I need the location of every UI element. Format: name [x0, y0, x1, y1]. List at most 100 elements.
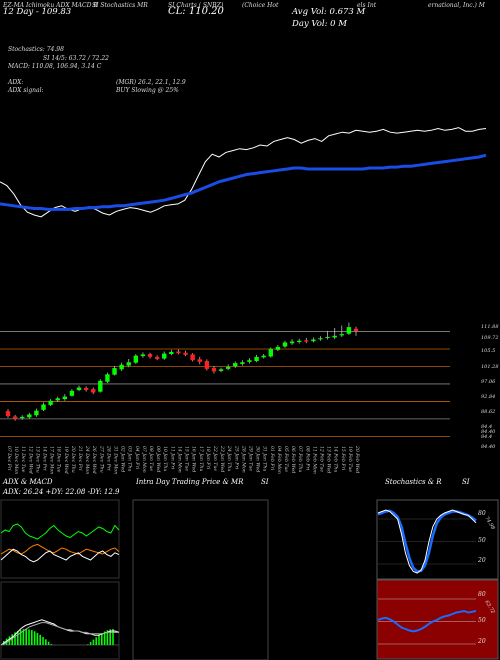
candle-body: [183, 352, 188, 355]
rsi-level-50: 50: [478, 617, 486, 624]
price-overview-chart: [0, 127, 487, 218]
macd-histogram-bar: [112, 629, 114, 645]
price-label: 101.28: [481, 364, 499, 370]
price-label: 84.4: [481, 424, 492, 430]
date-label: 21 Dec Fri: [77, 445, 83, 471]
date-label: 08 Feb Fri: [304, 446, 310, 471]
stoch-panel-title-2: SI: [462, 478, 470, 486]
candle-body: [48, 400, 53, 405]
candle-body: [41, 404, 46, 410]
date-label: 11 Feb Mon: [311, 446, 317, 474]
rsi-readout: SI 14/5: 63.72 / 72.22: [43, 55, 109, 62]
price-label: 84.40: [481, 444, 496, 450]
date-label: 05 Feb Tue: [283, 446, 289, 472]
macd-histogram-bar: [47, 641, 50, 645]
rsi-level-20: 20: [478, 638, 486, 645]
candle-body: [339, 334, 344, 336]
macd-histogram-bar: [31, 630, 33, 645]
candle-body: [27, 414, 32, 418]
date-label: 20 Dec Thu: [70, 445, 76, 473]
macd-histogram-bar: [101, 633, 103, 645]
macd-histogram-bar: [14, 632, 16, 645]
candlestick-chart: 111.88 109.72 105.5 101.28 97.06 92.84 88.62 84…: [0, 322, 499, 474]
adx-panel-title: ADX & MACD: [3, 478, 53, 486]
macd-histogram-bar: [22, 629, 25, 645]
candle-body: [34, 410, 39, 416]
close-price: CL: 110.20: [168, 6, 224, 17]
date-label: 07 Dec Fri: [6, 446, 12, 471]
date-label: 31 Dec Mon: [113, 446, 119, 474]
stoch-level-20: 20: [478, 557, 486, 564]
date-label: 28 Dec Fri: [105, 445, 111, 471]
macd-histogram-bar: [28, 629, 30, 645]
date-label: 17 Jan Thu: [198, 446, 204, 471]
stoch-level-50: 50: [478, 537, 486, 544]
date-label: 22 Jan Tue: [212, 445, 218, 471]
candle-body: [218, 369, 224, 371]
candle-body: [162, 353, 167, 359]
candle-body: [20, 416, 25, 419]
macd-histogram-bar: [87, 644, 89, 645]
adx-panel-readout: ADX: 26.24 +DY: 22.08 -DY: 12.9: [3, 488, 120, 496]
stochastics-readout: Stochastics: 74.98: [8, 46, 64, 53]
price-label: 84.4: [481, 434, 492, 440]
date-label: 12 Dec Wed: [27, 446, 33, 474]
price-label: 105.5: [481, 348, 495, 354]
candle-body: [275, 346, 281, 350]
candle-body: [211, 368, 217, 372]
date-label: 19 Dec Wed: [63, 446, 69, 474]
price-label: 88.62: [481, 409, 495, 415]
adx-label: ADX:: [8, 79, 24, 86]
date-label: 07 Feb Thu: [297, 446, 303, 472]
date-label: 18 Dec Tue: [56, 446, 62, 473]
stoch-panel-title: Stochastics & R: [385, 478, 442, 486]
candle-body: [346, 327, 352, 334]
candle-body: [76, 387, 82, 390]
date-label: 29 Jan Tue: [247, 445, 253, 471]
macd-histogram-bar: [50, 644, 53, 645]
day-range: 12 Day - 109.83: [3, 7, 72, 17]
candle-body: [83, 387, 89, 390]
candle-body: [204, 361, 210, 369]
macd-histogram-bar: [11, 634, 13, 645]
candle-body: [55, 398, 60, 401]
date-label: 10 Dec Mon: [13, 446, 19, 474]
candle-body: [318, 338, 323, 340]
macd-histogram-bar: [92, 639, 95, 645]
candle-body: [147, 354, 153, 357]
header-company-3: ernational, Inc.) M: [428, 2, 485, 9]
price-label: 109.72: [481, 335, 499, 341]
stochastics-panel: [376, 499, 499, 580]
candle-body: [176, 351, 181, 354]
date-label: 31 Jan Thu: [262, 446, 268, 471]
date-label: 30 Jan Wed: [255, 446, 261, 472]
date-label: 06 Feb Wed: [290, 446, 296, 473]
macd-histogram-bar: [95, 637, 97, 645]
header-studies: EZ-MA Ichimoku ADX MACD B: [3, 2, 98, 9]
avg-volume: Avg Vol: 0.673 M: [292, 7, 366, 17]
macd-histogram-bar: [109, 629, 111, 645]
macd-histogram-bar: [103, 631, 106, 645]
candle-body: [304, 340, 309, 342]
date-label: 12 Feb Tue: [318, 446, 324, 472]
date-label: 18 Jan Fri: [205, 446, 211, 470]
adx-signal-label: ADX signal:: [8, 87, 44, 94]
rsi-line: [377, 609, 477, 633]
candle-body: [254, 356, 259, 362]
date-label: 01 Feb Fri: [269, 446, 275, 471]
date-label: 19 Feb Tue: [347, 446, 353, 472]
date-label: 07 Jan Mon: [141, 446, 147, 473]
date-label: 08 Jan Tue: [148, 446, 154, 471]
candle-body: [112, 368, 117, 375]
date-label: 15 Feb Fri: [340, 446, 346, 471]
candle-body: [119, 364, 124, 370]
date-label: 14 Jan Mon: [176, 446, 182, 473]
date-label: 14 Feb Thu: [333, 446, 339, 472]
candle-body: [311, 339, 316, 342]
date-label: 10 Jan Thu: [162, 446, 168, 471]
macd-histogram-bar: [89, 641, 92, 645]
stoch-k-line: [377, 509, 477, 573]
candle-body: [98, 380, 103, 392]
macd-histogram-bar: [25, 629, 27, 645]
